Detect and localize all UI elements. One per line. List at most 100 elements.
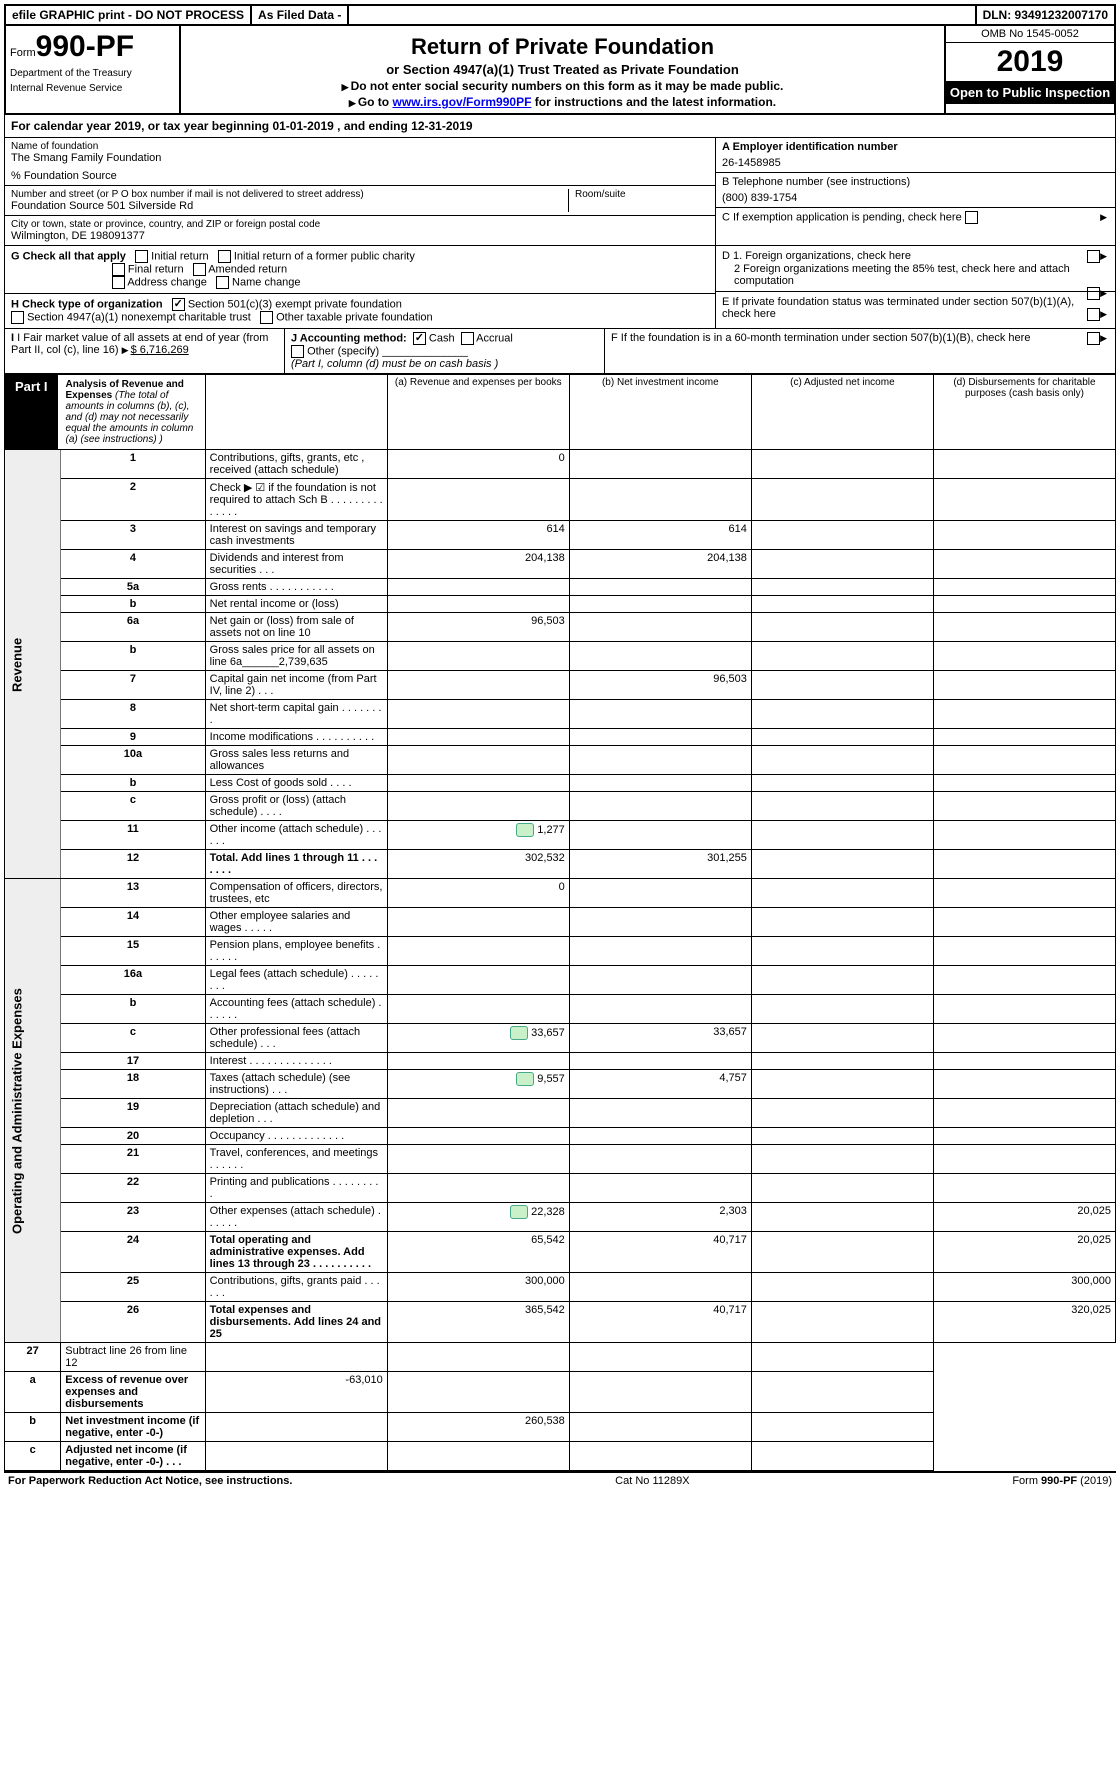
calendar-year-line: For calendar year 2019, or tax year begi… bbox=[4, 115, 1116, 138]
table-row: 27Subtract line 26 from line 12 bbox=[5, 1343, 1116, 1372]
form-ref: Form 990-PF (2019) bbox=[1012, 1475, 1112, 1487]
part-badge: Part I bbox=[5, 375, 58, 449]
table-row: bNet investment income (if negative, ent… bbox=[5, 1413, 1116, 1442]
table-row: cOther professional fees (attach schedul… bbox=[5, 1024, 1116, 1053]
ein-value: 26-1458985 bbox=[722, 157, 1109, 169]
exemption-checkbox[interactable] bbox=[965, 211, 978, 224]
room-label: Room/suite bbox=[575, 189, 709, 200]
foundation-source: % Foundation Source bbox=[11, 170, 709, 182]
table-row: 24Total operating and administrative exp… bbox=[5, 1232, 1116, 1273]
table-row: Revenue1Contributions, gifts, grants, et… bbox=[5, 450, 1116, 479]
table-row: 16aLegal fees (attach schedule) . . . . … bbox=[5, 966, 1116, 995]
fmv-value: $ 6,716,269 bbox=[131, 344, 189, 356]
table-row: 26Total expenses and disbursements. Add … bbox=[5, 1302, 1116, 1343]
attachment-icon[interactable] bbox=[510, 1205, 528, 1219]
public-inspection: Open to Public Inspection bbox=[946, 81, 1114, 104]
top-bar: efile GRAPHIC print - DO NOT PROCESS As … bbox=[4, 4, 1116, 26]
table-row: 20Occupancy . . . . . . . . . . . . . bbox=[5, 1128, 1116, 1145]
table-row: 18Taxes (attach schedule) (see instructi… bbox=[5, 1070, 1116, 1099]
efile-notice: efile GRAPHIC print - DO NOT PROCESS bbox=[6, 6, 252, 24]
table-row: 8Net short-term capital gain . . . . . .… bbox=[5, 700, 1116, 729]
attachment-icon[interactable] bbox=[510, 1026, 528, 1040]
accrual-checkbox[interactable] bbox=[461, 332, 474, 345]
d1-row: D 1. Foreign organizations, check here 2… bbox=[716, 246, 1115, 292]
table-row: 17Interest . . . . . . . . . . . . . . bbox=[5, 1053, 1116, 1070]
h-row: H Check type of organization ✓ Section 5… bbox=[5, 294, 715, 328]
cash-checkbox[interactable]: ✓ bbox=[413, 332, 426, 345]
name-change-checkbox[interactable] bbox=[216, 276, 229, 289]
dept-treasury: Department of the Treasury bbox=[10, 68, 175, 79]
e-checkbox[interactable] bbox=[1087, 308, 1100, 321]
city-label: City or town, state or province, country… bbox=[11, 219, 709, 230]
table-row: 2Check ▶ ☑ if the foundation is not requ… bbox=[5, 479, 1116, 521]
d2-checkbox[interactable] bbox=[1087, 287, 1100, 300]
form-title: Return of Private Foundation bbox=[189, 34, 936, 60]
phone-value: (800) 839-1754 bbox=[722, 192, 1109, 204]
entity-info: Name of foundation The Smang Family Foun… bbox=[4, 138, 1116, 246]
initial-former-checkbox[interactable] bbox=[218, 250, 231, 263]
table-row: 11Other income (attach schedule) . . . .… bbox=[5, 821, 1116, 850]
as-filed: As Filed Data - bbox=[252, 6, 349, 24]
street-address: Foundation Source 501 Silverside Rd bbox=[11, 200, 568, 212]
final-return-checkbox[interactable] bbox=[112, 263, 125, 276]
irs-link[interactable]: www.irs.gov/Form990PF bbox=[392, 95, 531, 109]
g-row: G Check all that apply Initial return In… bbox=[5, 246, 715, 294]
col-d-header: (d) Disbursements for charitable purpose… bbox=[933, 375, 1115, 450]
table-row: 4Dividends and interest from securities … bbox=[5, 550, 1116, 579]
501c3-checkbox[interactable]: ✓ bbox=[172, 298, 185, 311]
part1-table: Part I Analysis of Revenue and Expenses … bbox=[4, 374, 1116, 1471]
table-row: 6aNet gain or (loss) from sale of assets… bbox=[5, 613, 1116, 642]
section-label: Operating and Administrative Expenses bbox=[5, 879, 61, 1343]
form-header: Form990-PF Department of the Treasury In… bbox=[4, 26, 1116, 115]
ssn-warning: Do not enter social security numbers on … bbox=[189, 79, 936, 93]
foundation-name: The Smang Family Foundation bbox=[11, 152, 709, 164]
form-subtitle: or Section 4947(a)(1) Trust Treated as P… bbox=[189, 62, 936, 77]
table-row: bLess Cost of goods sold . . . . bbox=[5, 775, 1116, 792]
col-b-header: (b) Net investment income bbox=[569, 375, 751, 450]
attachment-icon[interactable] bbox=[516, 823, 534, 837]
city-state-zip: Wilmington, DE 198091377 bbox=[11, 230, 709, 242]
table-row: bNet rental income or (loss) bbox=[5, 596, 1116, 613]
other-method-checkbox[interactable] bbox=[291, 345, 304, 358]
name-label: Name of foundation bbox=[11, 141, 709, 152]
table-row: Operating and Administrative Expenses13C… bbox=[5, 879, 1116, 908]
e-row: E If private foundation status was termi… bbox=[716, 292, 1115, 324]
address-label: Number and street (or P O box number if … bbox=[11, 189, 568, 200]
ein-label: A Employer identification number bbox=[722, 141, 1109, 153]
f-checkbox[interactable] bbox=[1087, 332, 1100, 345]
table-row: aExcess of revenue over expenses and dis… bbox=[5, 1372, 1116, 1413]
dln: DLN: 93491232007170 bbox=[977, 6, 1114, 24]
table-row: 21Travel, conferences, and meetings . . … bbox=[5, 1145, 1116, 1174]
table-row: 23Other expenses (attach schedule) . . .… bbox=[5, 1203, 1116, 1232]
omb-number: OMB No 1545-0052 bbox=[946, 26, 1114, 43]
table-row: 22Printing and publications . . . . . . … bbox=[5, 1174, 1116, 1203]
attachment-icon[interactable] bbox=[516, 1072, 534, 1086]
other-taxable-checkbox[interactable] bbox=[260, 311, 273, 324]
section-label: Revenue bbox=[5, 450, 61, 879]
table-row: bGross sales price for all assets on lin… bbox=[5, 642, 1116, 671]
exemption-pending-label: C If exemption application is pending, c… bbox=[722, 211, 962, 223]
amended-checkbox[interactable] bbox=[193, 263, 206, 276]
table-row: 9Income modifications . . . . . . . . . … bbox=[5, 729, 1116, 746]
initial-return-checkbox[interactable] bbox=[135, 250, 148, 263]
4947-checkbox[interactable] bbox=[11, 311, 24, 324]
col-a-header: (a) Revenue and expenses per books bbox=[387, 375, 569, 450]
col-c-header: (c) Adjusted net income bbox=[751, 375, 933, 450]
tax-year: 2019 bbox=[946, 43, 1114, 81]
table-row: 25Contributions, gifts, grants paid . . … bbox=[5, 1273, 1116, 1302]
instructions-link-line: Go to www.irs.gov/Form990PF for instruct… bbox=[189, 95, 936, 109]
table-row: 15Pension plans, employee benefits . . .… bbox=[5, 937, 1116, 966]
fmv-accounting-row: I I Fair market value of all assets at e… bbox=[4, 329, 1116, 374]
table-row: 5aGross rents . . . . . . . . . . . bbox=[5, 579, 1116, 596]
d1-checkbox[interactable] bbox=[1087, 250, 1100, 263]
cat-number: Cat No 11289X bbox=[615, 1475, 689, 1487]
address-change-checkbox[interactable] bbox=[112, 276, 125, 289]
table-row: bAccounting fees (attach schedule) . . .… bbox=[5, 995, 1116, 1024]
page-footer: For Paperwork Reduction Act Notice, see … bbox=[4, 1471, 1116, 1489]
table-row: 14Other employee salaries and wages . . … bbox=[5, 908, 1116, 937]
table-row: cGross profit or (loss) (attach schedule… bbox=[5, 792, 1116, 821]
phone-label: B Telephone number (see instructions) bbox=[722, 176, 1109, 188]
table-row: 12Total. Add lines 1 through 11 . . . . … bbox=[5, 850, 1116, 879]
dept-irs: Internal Revenue Service bbox=[10, 83, 175, 94]
spacer bbox=[349, 6, 976, 24]
